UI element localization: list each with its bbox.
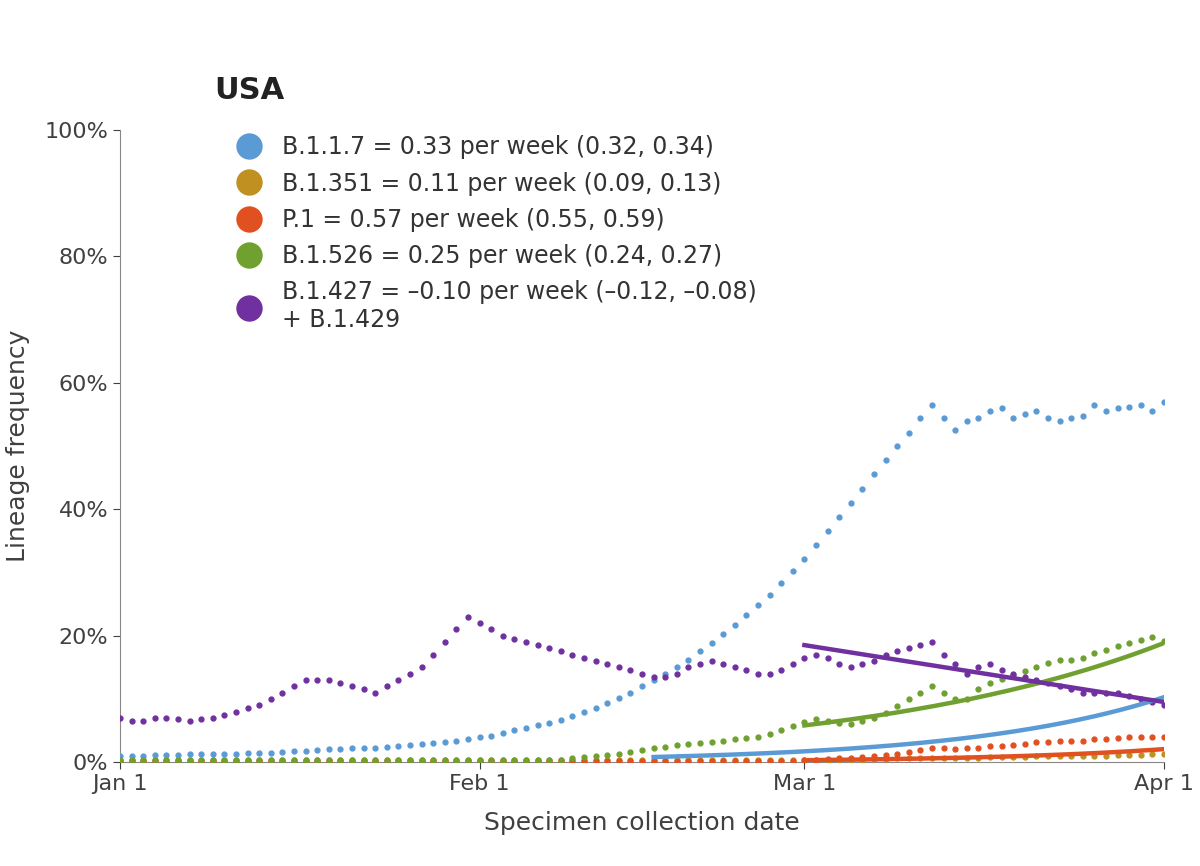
- Text: USA: USA: [214, 76, 284, 105]
- X-axis label: Specimen collection date: Specimen collection date: [484, 811, 800, 835]
- Legend: B.1.1.7 = 0.33 per week (0.32, 0.34), B.1.351 = 0.11 per week (0.09, 0.13), P.1 : B.1.1.7 = 0.33 per week (0.32, 0.34), B.…: [226, 135, 757, 333]
- Y-axis label: Lineage frequency: Lineage frequency: [6, 330, 30, 562]
